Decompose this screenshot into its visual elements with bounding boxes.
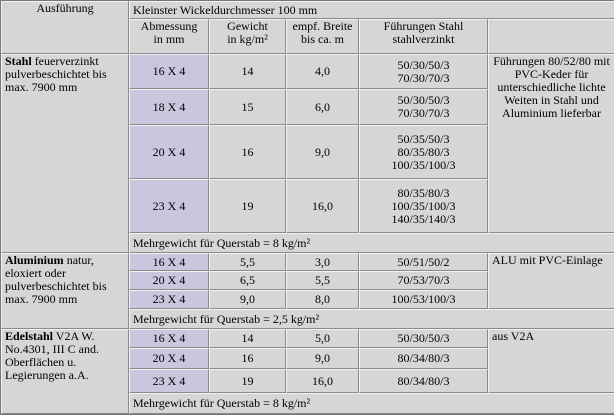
data-cell: 80/35/80/3 100/35/100/3 140/35/140/3 — [359, 179, 488, 233]
data-cell: 100/53/100/3 — [359, 290, 488, 309]
extra-weight: Mehrgewicht für Querstab = 8 kg/m² — [129, 393, 614, 414]
note-cell: Führungen 80/52/80 mit PVC-Keder für unt… — [488, 54, 614, 233]
data-cell: 3,0 — [286, 253, 359, 271]
table-row: Ausführung Kleinster Wickeldurchmesser 10… — [1, 1, 614, 54]
data-cell: 19 — [209, 179, 286, 233]
table-title: Kleinster Wickeldurchmesser 100 mm — [129, 1, 614, 19]
data-cell: 16 X 4 — [129, 253, 209, 271]
data-cell: 16 — [209, 348, 286, 369]
table-row: 18 X 4 15 6,0 50/30/50/3 70/30/70/3 — [1, 89, 614, 125]
data-cell: 9,0 — [209, 290, 286, 309]
data-cell: 16,0 — [286, 179, 359, 233]
table-row: Abmessung in mm Gewicht in kg/m² empf. Bre… — [1, 19, 614, 54]
material-description: feuerverzinkt pulverbeschichtet bis max.… — [5, 54, 107, 94]
column-header: Abmessung in mm — [129, 19, 209, 54]
data-cell: 50/30/50/3 — [359, 329, 488, 348]
table-row: Mehrgewicht für Querstab = 2,5 kg/m² — [1, 309, 614, 329]
data-cell: 15 — [209, 89, 286, 125]
data-cell: 6,5 — [209, 271, 286, 290]
data-cell: 9,0 — [286, 348, 359, 369]
data-cell: 9,0 — [286, 125, 359, 179]
table-row: 23 X 4 9,0 8,0 100/53/100/3 — [1, 290, 614, 309]
column-header: Führungen Stahl stahlverzinkt — [359, 19, 488, 54]
material-name: Edelstahl — [5, 329, 54, 343]
data-cell: 20 X 4 — [129, 348, 209, 369]
table-row: 20 X 4 16 9,0 50/35/50/3 80/35/80/3 100/35/… — [1, 125, 614, 179]
data-cell: 50/35/50/3 80/35/80/3 100/35/100/3 — [359, 125, 488, 179]
data-cell: 6,0 — [286, 89, 359, 125]
column-header: Gewicht in kg/m² — [209, 19, 286, 54]
data-cell: 14 — [209, 329, 286, 348]
data-cell: 16 X 4 — [129, 329, 209, 348]
material-description: natur, eloxiert oder pulverbeschichtet b… — [5, 253, 107, 306]
data-cell: 80/34/80/3 — [359, 348, 488, 369]
data-cell: 5,5 — [286, 271, 359, 290]
data-cell: 14 — [209, 54, 286, 89]
material-cell: Aluminium natur, eloxiert oder pulverbes… — [1, 253, 129, 329]
data-cell: 70/53/70/3 — [359, 271, 488, 290]
data-cell: 50/30/50/3 70/30/70/3 — [359, 89, 488, 125]
table-row: 20 X 4 16 9,0 80/34/80/3 — [1, 348, 614, 369]
data-cell: 5,0 — [286, 329, 359, 348]
table-row: Mehrgewicht für Querstab = 8 kg/m² — [1, 233, 614, 253]
data-cell: 5,5 — [209, 253, 286, 271]
note-cell: ALU mit PVC-Einlage — [488, 253, 614, 309]
material-name: Stahl — [5, 54, 32, 68]
empty-cell — [488, 19, 614, 54]
data-cell: 20 X 4 — [129, 271, 209, 290]
table-row: Aluminium natur, eloxiert oder pulverbes… — [1, 253, 614, 329]
data-cell: 16 X 4 — [129, 54, 209, 89]
table-row: 23 X 4 19 16,0 80/34/80/3 — [1, 369, 614, 393]
table-row: 23 X 4 19 16,0 80/35/80/3 100/35/100/3 140/… — [1, 179, 614, 233]
data-cell: 16,0 — [286, 369, 359, 393]
note-cell: aus V2A — [488, 329, 614, 393]
data-cell: 19 — [209, 369, 286, 393]
extra-weight: Mehrgewicht für Querstab = 8 kg/m² — [129, 233, 614, 253]
data-cell: 20 X 4 — [129, 125, 209, 179]
material-cell: Edelstahl V2A W. No.4301, III C and. Obe… — [1, 329, 129, 414]
data-cell: 23 X 4 — [129, 179, 209, 233]
data-cell: 23 X 4 — [129, 290, 209, 309]
data-cell: 50/30/50/3 70/30/70/3 — [359, 54, 488, 89]
material-cell: Stahl feuerverzinkt pulverbeschichtet bi… — [1, 54, 129, 253]
data-cell: 80/34/80/3 — [359, 369, 488, 393]
material-name: Aluminium — [5, 253, 64, 267]
data-cell: 8,0 — [286, 290, 359, 309]
data-cell: 18 X 4 — [129, 89, 209, 125]
data-cell: 4,0 — [286, 54, 359, 89]
column-header: Ausführung — [1, 1, 129, 54]
extra-weight: Mehrgewicht für Querstab = 2,5 kg/m² — [129, 309, 614, 329]
table-row: Stahl feuerverzinkt pulverbeschichtet bi… — [1, 54, 614, 253]
table-row: Edelstahl V2A W. No.4301, III C and. Obe… — [1, 329, 614, 414]
table-row: Mehrgewicht für Querstab = 8 kg/m² — [1, 393, 614, 414]
data-cell: 50/51/50/2 — [359, 253, 488, 271]
data-cell: 16 — [209, 125, 286, 179]
table-row: 20 X 4 6,5 5,5 70/53/70/3 — [1, 271, 614, 290]
material-description: V2A W. No.4301, III C and. Oberflächen u… — [5, 329, 99, 382]
column-header: empf. Breite bis ca. m — [286, 19, 359, 54]
data-cell: 23 X 4 — [129, 369, 209, 393]
